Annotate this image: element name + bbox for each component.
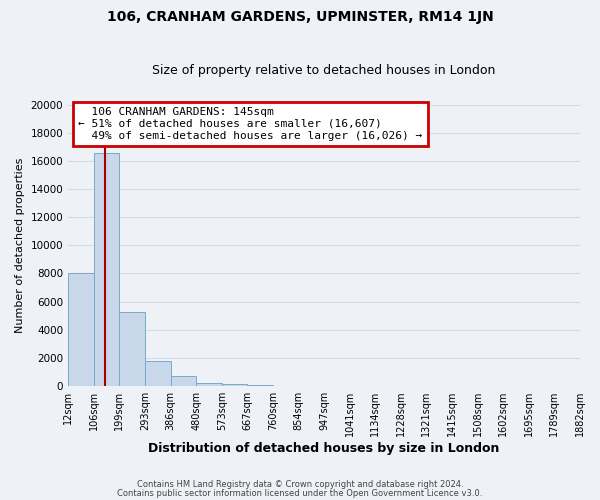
X-axis label: Distribution of detached houses by size in London: Distribution of detached houses by size …: [148, 442, 500, 455]
Title: Size of property relative to detached houses in London: Size of property relative to detached ho…: [152, 64, 496, 77]
Bar: [119, 312, 145, 386]
Bar: [222, 384, 247, 386]
Bar: [94, 153, 119, 386]
Y-axis label: Number of detached properties: Number of detached properties: [15, 158, 25, 333]
Text: Contains public sector information licensed under the Open Government Licence v3: Contains public sector information licen…: [118, 488, 482, 498]
Bar: [247, 384, 273, 386]
Bar: [196, 382, 222, 386]
Text: 106, CRANHAM GARDENS, UPMINSTER, RM14 1JN: 106, CRANHAM GARDENS, UPMINSTER, RM14 1J…: [107, 10, 493, 24]
Bar: [170, 376, 196, 386]
Bar: [68, 273, 94, 386]
Bar: [145, 362, 170, 386]
Text: Contains HM Land Registry data © Crown copyright and database right 2024.: Contains HM Land Registry data © Crown c…: [137, 480, 463, 489]
Text: 106 CRANHAM GARDENS: 145sqm
← 51% of detached houses are smaller (16,607)
  49% : 106 CRANHAM GARDENS: 145sqm ← 51% of det…: [79, 108, 422, 140]
